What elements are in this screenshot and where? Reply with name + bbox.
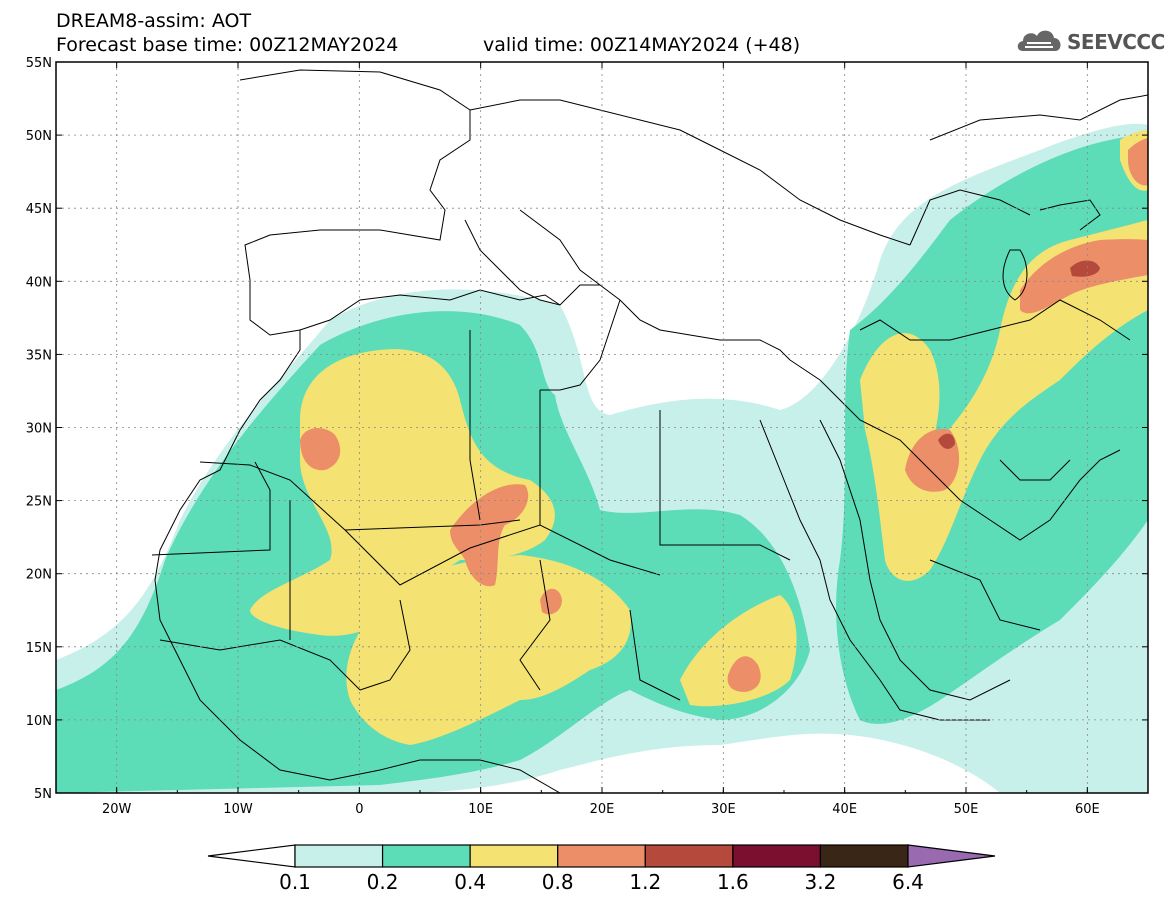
lon-label: 40E bbox=[832, 802, 857, 817]
cloud-icon bbox=[1017, 30, 1061, 51]
colorbar bbox=[207, 844, 996, 868]
colorbar-swatch bbox=[819, 844, 909, 868]
longitude-labels: 20W 10W 0 10E 20E 30E 40E 50E 60E bbox=[102, 802, 1100, 817]
colorbar-label: 0.2 bbox=[367, 870, 399, 894]
map-title: DREAM8-assim: AOT bbox=[56, 10, 252, 32]
colorbar-label: 1.2 bbox=[629, 870, 661, 894]
lat-label: 50N bbox=[26, 129, 52, 144]
colorbar-label: 1.6 bbox=[717, 870, 749, 894]
valid-time: valid time: 00Z14MAY2024 (+48) bbox=[483, 34, 801, 56]
colorbar-swatch bbox=[294, 844, 384, 868]
lat-label: 20N bbox=[26, 568, 52, 583]
latitude-labels: 55N 50N 45N 40N 35N 30N 25N 20N 15N 10N 5N bbox=[26, 56, 52, 802]
coastlines-and-borders bbox=[151, 69, 1148, 793]
colorbar-swatch bbox=[557, 844, 646, 868]
seevccc-logo: SEEVCCC bbox=[1015, 20, 1165, 60]
lat-label: 5N bbox=[34, 787, 52, 802]
colorbar-under-arrow bbox=[207, 844, 296, 868]
forecast-base-time: Forecast base time: 00Z12MAY2024 bbox=[56, 34, 399, 56]
lat-label: 40N bbox=[26, 275, 52, 290]
lat-label: 55N bbox=[26, 56, 52, 71]
gridlines bbox=[56, 62, 1148, 793]
colorbar-swatch bbox=[469, 844, 559, 868]
colorbar-swatch bbox=[381, 844, 471, 868]
lon-label: 0 bbox=[355, 802, 363, 817]
colorbar-label: 6.4 bbox=[892, 870, 924, 894]
lon-label: 20E bbox=[590, 802, 615, 817]
aot-level-1-2 bbox=[938, 260, 1100, 449]
lat-label: 30N bbox=[26, 422, 52, 437]
axis-ticks bbox=[55, 61, 1149, 794]
lon-label: 30E bbox=[711, 802, 736, 817]
lat-label: 45N bbox=[26, 202, 52, 217]
lat-label: 10N bbox=[26, 714, 52, 729]
lon-label: 50E bbox=[954, 802, 979, 817]
lat-label: 25N bbox=[26, 495, 52, 510]
lon-label: 10E bbox=[468, 802, 493, 817]
lat-label: 15N bbox=[26, 641, 52, 656]
logo-text: SEEVCCC bbox=[1067, 30, 1165, 54]
colorbar-label: 0.1 bbox=[279, 870, 311, 894]
lon-label: 10W bbox=[223, 802, 253, 817]
lat-label: 35N bbox=[26, 348, 52, 363]
colorbar-labels: 0.1 0.2 0.4 0.8 1.2 1.6 3.2 6.4 bbox=[279, 870, 924, 894]
lon-label: 60E bbox=[1075, 802, 1100, 817]
lon-label: 20W bbox=[102, 802, 132, 817]
colorbar-label: 3.2 bbox=[805, 870, 837, 894]
colorbar-over-arrow bbox=[907, 844, 996, 868]
colorbar-label: 0.4 bbox=[454, 870, 486, 894]
colorbar-label: 0.8 bbox=[542, 870, 574, 894]
colorbar-swatch bbox=[644, 844, 734, 868]
colorbar-swatch bbox=[732, 844, 822, 868]
